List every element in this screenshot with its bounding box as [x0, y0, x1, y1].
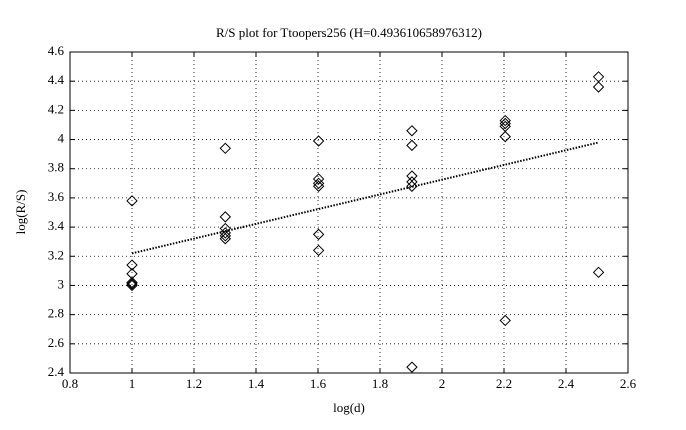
y-tick-label: 2.4: [48, 364, 65, 379]
point: [499, 114, 511, 127]
point: [406, 125, 418, 137]
x-tick-label: 2.6: [620, 376, 637, 391]
y-tick-label: 3.2: [48, 247, 64, 262]
x-tick-label: 1.2: [186, 376, 202, 391]
y-tick-label: 4.4: [48, 72, 65, 87]
y-axis-label: log(R/S): [13, 190, 28, 235]
fit-line: [131, 141, 599, 255]
x-tick-label: 0.8: [62, 376, 78, 391]
plot-frame: [69, 51, 629, 374]
point: [126, 259, 138, 271]
chart-title: R/S plot for Ttoopers256 (H=0.4936106589…: [216, 25, 482, 40]
y-tick-label: 2.6: [48, 335, 65, 350]
y-tick-label: 2.8: [48, 306, 64, 321]
x-tick-label: 2: [439, 376, 446, 391]
point: [592, 81, 605, 93]
y-tick-label: 4.2: [48, 101, 64, 116]
x-tick-label: 1.6: [310, 376, 327, 391]
x-tick-label: 1.8: [372, 376, 388, 391]
point: [312, 180, 325, 192]
point: [312, 244, 325, 257]
point: [499, 130, 511, 143]
x-tick-label: 1.4: [248, 376, 265, 391]
y-tick-label: 3.4: [48, 218, 65, 233]
x-tick-label: 2.4: [558, 376, 575, 391]
y-tick-label: 3.8: [48, 160, 64, 175]
x-tick-label: 1: [129, 376, 136, 391]
point: [219, 230, 232, 242]
point: [406, 139, 418, 152]
y-tick-label: 3: [58, 276, 65, 291]
point: [312, 173, 325, 185]
y-tick-label: 3.6: [48, 189, 65, 204]
point: [126, 276, 138, 289]
point: [219, 211, 232, 223]
point: [312, 228, 325, 241]
y-tick-label: 4.6: [48, 43, 65, 58]
point: [219, 233, 232, 245]
point: [499, 117, 511, 130]
x-axis-label: log(d): [333, 400, 365, 415]
point: [406, 176, 418, 188]
point: [126, 278, 138, 290]
point: [312, 135, 325, 147]
point: [592, 266, 605, 279]
point: [312, 177, 325, 190]
point: [406, 180, 418, 192]
point: [126, 279, 138, 292]
x-tick-label: 2.2: [496, 376, 512, 391]
point: [406, 361, 418, 373]
point: [219, 142, 232, 155]
point: [126, 195, 138, 207]
y-tick-label: 4: [58, 131, 65, 146]
point: [499, 314, 511, 327]
